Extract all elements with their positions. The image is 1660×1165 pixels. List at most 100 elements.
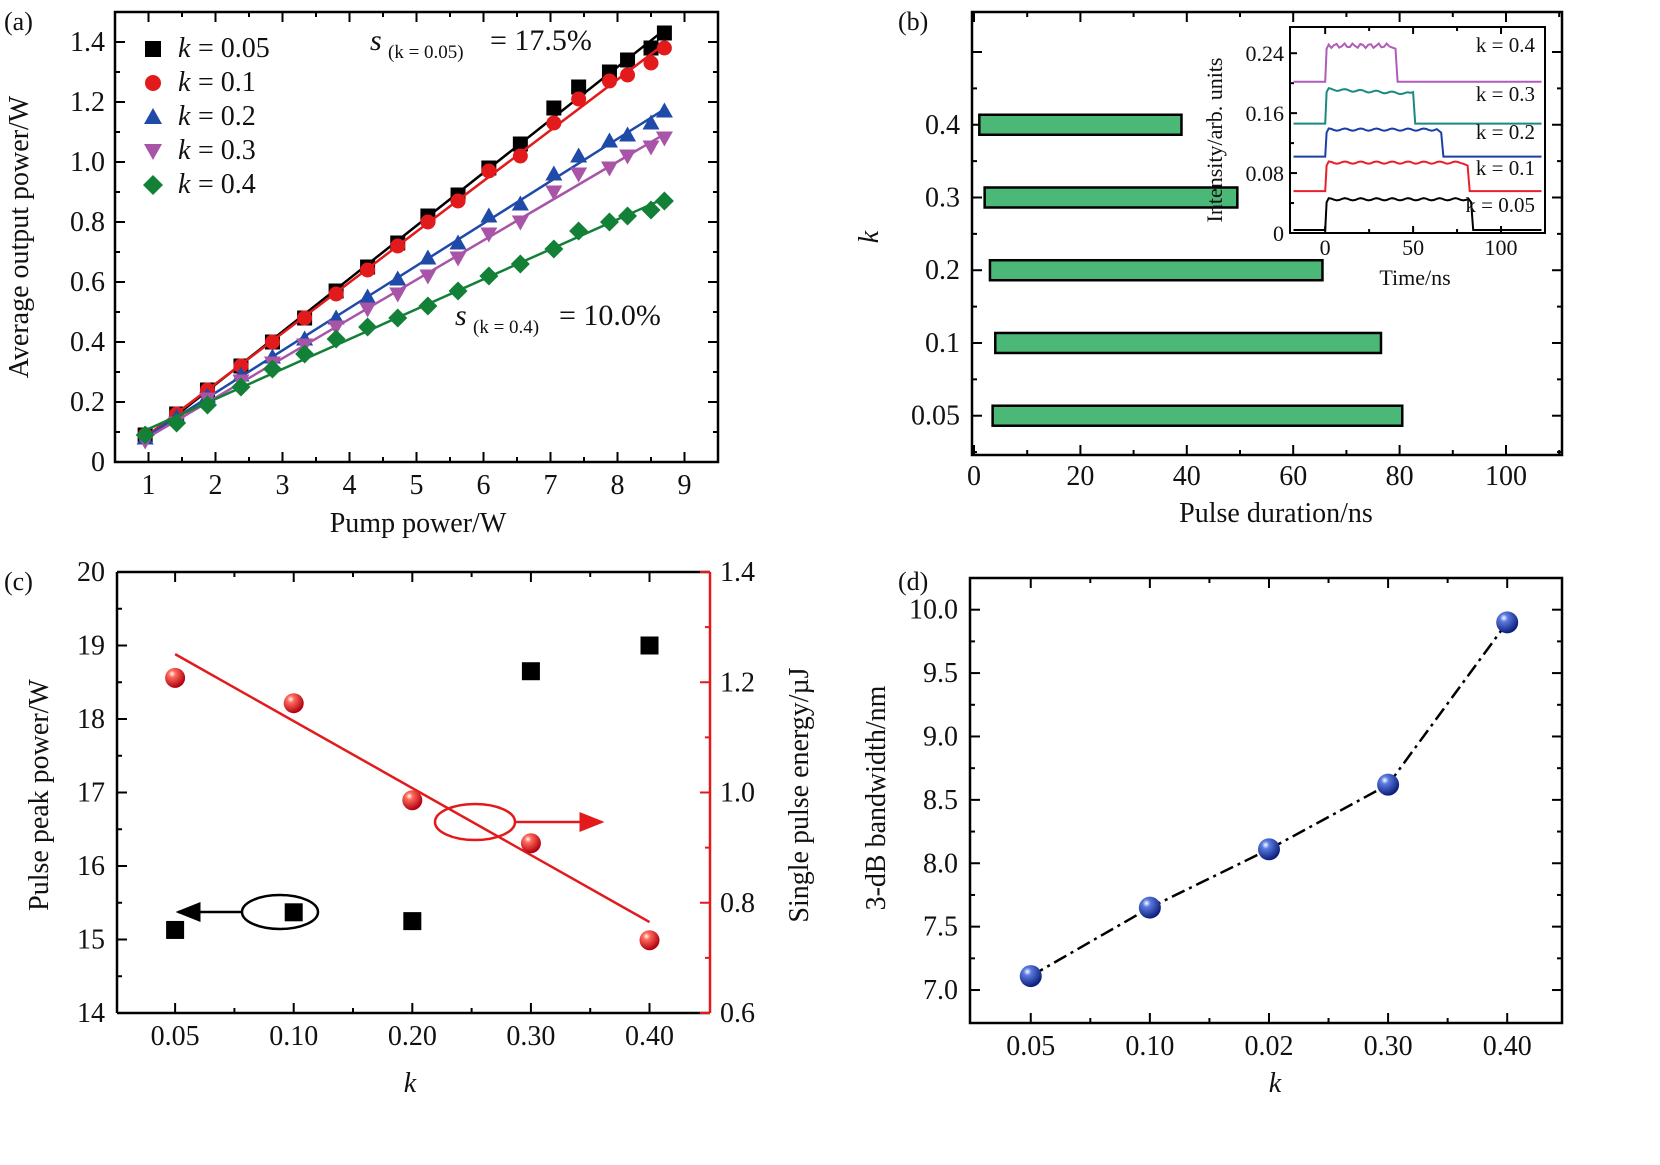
data-point [545,165,563,181]
data-point [389,270,407,286]
data-point [167,413,187,433]
inset-trace-04 [1293,41,1542,83]
data-point [570,147,588,163]
data-point [449,234,467,250]
bandwidth-point [1019,965,1042,988]
data-point [619,126,637,142]
inset-trace-label: k = 0.3 [1476,82,1535,106]
data-point [419,269,437,285]
data-point [641,200,661,220]
legend-marker [144,144,162,160]
x-tick-label: 7 [544,470,558,501]
data-point [480,227,498,243]
data-point [297,310,313,326]
data-point [481,163,497,179]
energy-point [283,693,304,714]
bandwidth-line [1030,621,1509,978]
plot-frame [968,576,1564,1025]
data-point [655,102,673,118]
x-tick-label: 5 [410,470,424,501]
data-point [479,266,499,286]
x-axis-label: k [1269,1068,1282,1099]
data-point [656,40,672,56]
y-tick-label: 0.2 [70,387,105,418]
bar-k-0.1 [994,331,1383,355]
legend-k: k [178,169,191,200]
energy-point [402,790,423,811]
legend-label: = 0.2 [198,101,256,132]
y-tick-label: 8.0 [923,848,958,879]
inset-trace-02 [1293,127,1542,158]
data-point [359,302,377,318]
legend-label: = 0.4 [198,169,256,200]
data-point [642,140,660,156]
peak-power-point [166,920,185,939]
data-point [512,148,528,164]
inset-trace-005 [1293,197,1542,231]
y-tick-label: 0.4 [70,327,105,358]
x-tick-label: 100 [1485,461,1527,492]
inset-chart: 0 50 100 0 0.08 0.16 0.24 Time/ns Intensity/arb.… [1202,26,1546,290]
data-point [233,358,249,374]
y-axis-label: k [854,230,885,243]
legend-k: k [178,67,191,98]
x-tick-label: 60 [1279,461,1307,492]
data-point [328,286,344,302]
x-tick-label: 0.30 [1364,1031,1413,1062]
data-point [570,167,588,183]
peak-power-point [403,912,422,931]
data-point [512,136,528,152]
y-tick-label: 0.05 [911,401,960,432]
inset-trace-label: k = 0.2 [1476,120,1535,144]
y-tick-label: 0.2 [925,255,960,286]
x-tick-label: 0 [967,461,981,492]
data-point [569,221,589,241]
y-axis-label: Average output power/W [4,95,35,378]
x-axis-label: Pump power/W [330,508,507,539]
x-tick-label: 2 [209,470,223,501]
data-point [599,212,619,232]
y-tick-label: 17 [77,778,105,809]
data-point [656,25,672,41]
y-right-tick-label: 0.6 [720,998,755,1029]
bar-k-0.05 [991,404,1404,427]
y-tick-label: 1.0 [70,147,105,178]
data-point [619,149,637,165]
x-tick-label: 0.40 [625,1021,674,1052]
y-tick-label: 8.5 [923,785,958,816]
x-axis-label: Pulse duration/ns [1179,498,1373,529]
legend-k: k [178,101,191,132]
x-tick-label: 0.10 [269,1021,318,1052]
x-tick-label: 8 [611,470,625,501]
annotation-value: = 10.0% [559,299,661,332]
data-point [359,288,377,304]
data-point [420,214,436,230]
legend-marker [145,75,161,91]
data-point [545,185,563,201]
legend-k: k [178,33,191,64]
x-tick-label: 0.02 [1244,1031,1293,1062]
data-point [450,193,466,209]
y-tick-label: 14 [77,998,105,1029]
data-point [642,114,660,130]
y-right-axis-label: Single pulse energy/µJ [784,667,815,922]
data-point [388,308,408,328]
peak-power-point [284,903,303,922]
data-point [449,251,467,267]
inset-x-tick-label: 0 [1320,235,1331,260]
data-point [620,67,636,83]
y-tick-label: 15 [77,925,105,956]
data-point [600,161,618,177]
legend-label: = 0.1 [198,67,256,98]
y-axis-label: 3-dB bandwidth/nm [861,685,892,910]
y-right-tick-label: 1.4 [720,557,755,588]
data-point [654,191,674,211]
inset-y-tick-label: 0.24 [1246,41,1285,66]
x-tick-label: 0.40 [1483,1031,1532,1062]
annotation-value: = 17.5% [490,24,592,57]
data-point [197,395,217,415]
y-tick-label: 16 [77,851,105,882]
data-point [618,206,638,226]
y-axis-label: Pulse peak power/W [24,679,55,911]
